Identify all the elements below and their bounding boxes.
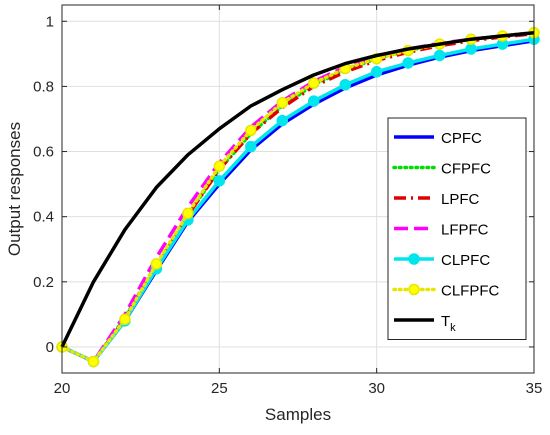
plot-frame xyxy=(61,4,535,374)
y-tick-label: 1 xyxy=(46,13,54,30)
series-clfpfc xyxy=(56,26,540,368)
data-point xyxy=(465,43,477,55)
data-point xyxy=(150,258,163,270)
data-point xyxy=(433,49,446,62)
legend-marker xyxy=(408,283,420,296)
legend-marker xyxy=(408,253,420,265)
legend-label: CPFC xyxy=(441,130,482,147)
data-point xyxy=(339,79,351,91)
legend-entry: LFPFC xyxy=(394,222,489,239)
legend-label: CFPFC xyxy=(441,161,491,178)
data-point xyxy=(182,207,194,220)
series-tk xyxy=(60,30,535,348)
y-tick-label: 0.2 xyxy=(33,274,54,291)
data-point xyxy=(213,175,226,187)
series-line xyxy=(60,30,535,348)
legend-entry: LPFC xyxy=(394,191,480,208)
legend-entry: CLFPFC xyxy=(392,283,500,300)
data-point xyxy=(245,140,257,153)
y-tick-label: 0.6 xyxy=(33,144,54,161)
data-point xyxy=(245,124,257,137)
legend-label: LFPFC xyxy=(441,222,489,239)
legend-subscript: k xyxy=(450,322,456,334)
x-tick-label: 30 xyxy=(368,380,385,397)
data-point xyxy=(276,96,289,109)
series-line xyxy=(60,30,536,364)
data-point xyxy=(402,57,414,69)
legend-box xyxy=(387,117,527,340)
legend-label: CLFPFC xyxy=(441,283,500,300)
x-tick-label: 20 xyxy=(54,380,71,397)
data-point xyxy=(370,66,383,78)
x-tick-label: 35 xyxy=(526,380,543,397)
y-axis-label: Output responses xyxy=(5,122,24,256)
series-layer xyxy=(56,26,540,368)
x-tick-label: 25 xyxy=(211,380,228,397)
legend-entry: CPFC xyxy=(394,130,482,147)
y-tick-label: 0 xyxy=(46,339,54,356)
y-tick-label: 0.4 xyxy=(33,209,54,226)
data-point xyxy=(276,114,289,127)
legend-label: LPFC xyxy=(441,191,480,208)
legend-entry: CLPFC xyxy=(394,252,490,269)
data-point xyxy=(87,355,100,368)
legend-label: CLPFC xyxy=(441,252,490,269)
data-point xyxy=(119,313,131,326)
y-tick-label: 0.8 xyxy=(33,78,54,95)
x-axis-label: Samples xyxy=(265,405,331,424)
data-point xyxy=(307,95,320,107)
axis-ticks: 20 25 30 35 0 0.2 0.4 0.6 0.8 1 xyxy=(33,5,542,397)
data-point xyxy=(307,77,320,89)
data-point xyxy=(213,160,226,172)
legend-entry: CFPFC xyxy=(392,161,491,178)
